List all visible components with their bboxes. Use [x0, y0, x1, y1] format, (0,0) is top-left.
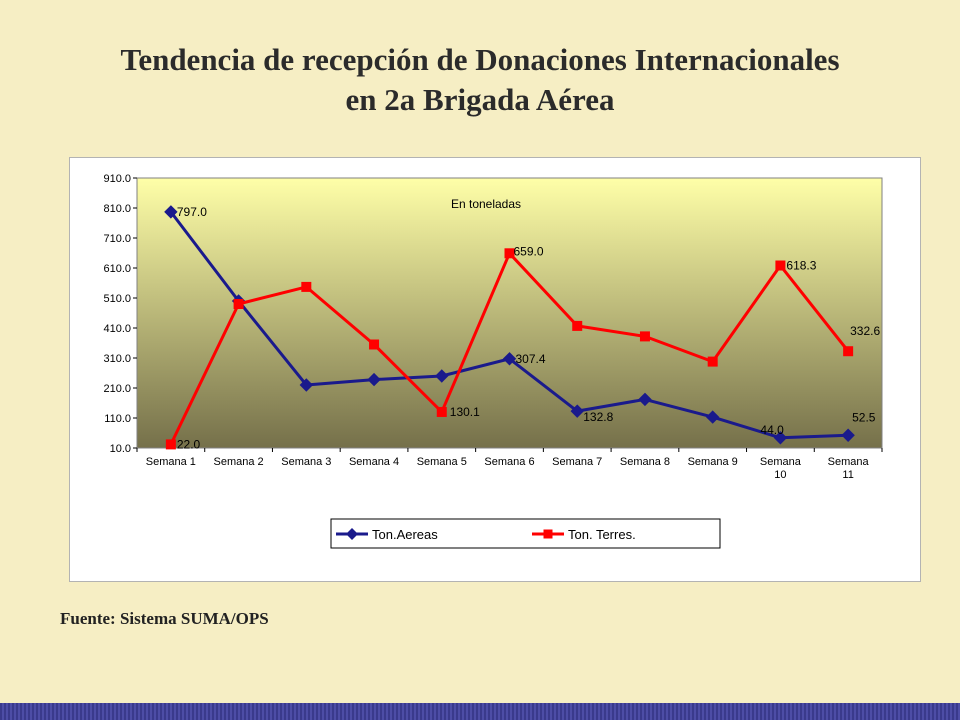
data-point-terres — [707, 356, 718, 367]
data-point-aereas — [570, 404, 584, 418]
data-label: 52.5 — [852, 410, 876, 424]
x-tick-label: Semana 5 — [417, 456, 467, 468]
x-tick-label: Semana 6 — [484, 456, 534, 468]
line-chart: 10.0 110.0 210.0 310.0 410.0 510.0 610.0 710.0 8… — [103, 173, 883, 549]
data-label: 618.3 — [786, 259, 816, 273]
data-label: 659.0 — [514, 244, 544, 258]
x-tick-label: Semana 1 — [146, 456, 196, 468]
y-tick-label: 210.0 — [103, 383, 131, 395]
data-label: 332.6 — [850, 324, 880, 338]
data-point-terres — [165, 439, 176, 450]
data-point-terres — [369, 339, 380, 350]
y-tick-label: 710.0 — [103, 233, 131, 245]
chart-annotation: En toneladas — [451, 197, 521, 211]
slide-title: Tendencia de recepción de Donaciones Int… — [0, 40, 960, 120]
data-label: 797.0 — [177, 205, 207, 219]
data-point-aereas — [435, 369, 449, 383]
legend-label: Ton. Terres. — [568, 527, 636, 542]
x-tick-label: Semana — [828, 456, 870, 468]
data-point-aereas — [638, 392, 652, 407]
x-tick-label: Semana — [760, 456, 802, 468]
bottom-decorative-band — [0, 703, 960, 720]
y-tick-label: 10.0 — [110, 443, 131, 455]
data-label: 22.0 — [177, 437, 201, 451]
data-point-aereas — [164, 205, 178, 219]
slide-title-line-1: Tendencia de recepción de Donaciones Int… — [120, 42, 840, 77]
legend-box — [330, 518, 721, 549]
slide-title-line-2: en 2a Brigada Aérea — [345, 82, 615, 117]
plot-area — [136, 177, 883, 449]
x-tick-label: Semana 3 — [281, 456, 331, 468]
y-tick-label: 410.0 — [103, 323, 131, 335]
data-label: 44.0 — [760, 423, 784, 437]
data-point-terres — [843, 346, 854, 357]
data-point-terres — [639, 331, 650, 342]
data-point-terres — [572, 320, 583, 331]
legend-marker-diamond — [346, 528, 358, 540]
data-label: 132.8 — [583, 410, 613, 424]
data-point-terres — [301, 281, 312, 292]
x-tick-label: Semana 2 — [214, 456, 264, 468]
y-tick-label: 110.0 — [104, 413, 131, 425]
data-point-terres — [504, 248, 515, 259]
data-point-aereas — [299, 378, 314, 392]
data-label: 307.4 — [516, 352, 546, 366]
x-tick-label: Semana 4 — [349, 456, 399, 468]
source-note: Fuente: Sistema SUMA/OPS — [60, 609, 269, 628]
y-tick-label: 810.0 — [103, 203, 131, 215]
y-tick-label: 610.0 — [103, 263, 131, 275]
legend-label: Ton.Aereas — [372, 527, 438, 542]
legend-marker-square — [543, 529, 553, 539]
data-point-aereas — [705, 410, 720, 424]
data-point-aereas — [367, 372, 381, 387]
data-point-terres — [233, 299, 244, 309]
x-tick-label: Semana 9 — [688, 456, 738, 468]
data-point-aereas — [841, 428, 855, 442]
data-label: 130.1 — [450, 405, 480, 419]
x-tick-label: Semana 8 — [620, 456, 670, 468]
chart-frame: 10.0 110.0 210.0 310.0 410.0 510.0 610.0 710.0 8… — [69, 157, 921, 582]
y-tick-label: 310.0 — [103, 353, 131, 365]
data-point-aereas — [502, 352, 517, 366]
y-tick-label: 910.0 — [103, 173, 131, 185]
x-tick-label: 10 — [774, 469, 786, 481]
y-tick-label: 510.0 — [103, 293, 131, 305]
x-tick-label: 11 — [842, 469, 853, 481]
x-tick-label: Semana 7 — [552, 456, 602, 468]
data-point-aereas — [773, 431, 788, 445]
data-point-terres — [775, 260, 786, 271]
data-point-terres — [436, 406, 447, 417]
